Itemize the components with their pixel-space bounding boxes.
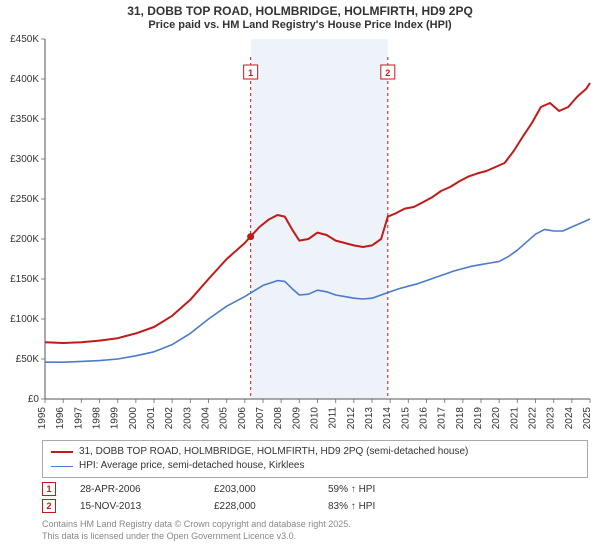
legend-swatch: [51, 451, 73, 453]
svg-text:£200K: £200K: [10, 234, 39, 245]
svg-text:2000: 2000: [128, 407, 139, 430]
legend-row: 31, DOBB TOP ROAD, HOLMBRIDGE, HOLMFIRTH…: [51, 445, 579, 459]
page-title: 31, DOBB TOP ROAD, HOLMBRIDGE, HOLMFIRTH…: [0, 4, 600, 18]
svg-text:2020: 2020: [491, 407, 502, 430]
svg-text:1: 1: [248, 68, 253, 78]
svg-text:£50K: £50K: [16, 354, 40, 365]
sale-hpi-delta: 59% ↑ HPI: [328, 484, 375, 495]
svg-text:£0: £0: [28, 394, 40, 405]
svg-text:2005: 2005: [219, 407, 230, 430]
svg-text:2016: 2016: [419, 407, 430, 430]
svg-text:2001: 2001: [146, 407, 157, 430]
legend-label: 31, DOBB TOP ROAD, HOLMBRIDGE, HOLMFIRTH…: [79, 445, 468, 459]
svg-text:2: 2: [385, 68, 390, 78]
svg-text:1996: 1996: [55, 407, 66, 430]
sale-price: £228,000: [214, 501, 304, 512]
sale-date: 28-APR-2006: [80, 484, 190, 495]
svg-text:2006: 2006: [237, 407, 248, 430]
svg-text:2007: 2007: [255, 407, 266, 430]
sale-hpi-delta: 83% ↑ HPI: [328, 501, 375, 512]
svg-text:1995: 1995: [37, 407, 48, 430]
footnote-line: Contains HM Land Registry data © Crown c…: [42, 519, 588, 531]
svg-text:1998: 1998: [92, 407, 103, 430]
svg-text:2012: 2012: [346, 407, 357, 430]
svg-text:2025: 2025: [582, 407, 593, 430]
sale-price: £203,000: [214, 484, 304, 495]
svg-text:2014: 2014: [382, 407, 393, 430]
svg-text:2023: 2023: [546, 407, 557, 430]
svg-text:£450K: £450K: [10, 34, 39, 45]
sale-marker: 2: [42, 499, 56, 513]
svg-text:2002: 2002: [164, 407, 175, 430]
sale-row: 2 15-NOV-2013 £228,000 83% ↑ HPI: [42, 499, 588, 513]
legend-row: HPI: Average price, semi-detached house,…: [51, 459, 579, 473]
svg-text:£150K: £150K: [10, 274, 39, 285]
page-subtitle: Price paid vs. HM Land Registry's House …: [0, 19, 600, 31]
legend-swatch: [51, 466, 73, 467]
svg-text:1997: 1997: [73, 407, 84, 430]
svg-text:£400K: £400K: [10, 74, 39, 85]
svg-text:2022: 2022: [528, 407, 539, 430]
sale-date: 15-NOV-2013: [80, 501, 190, 512]
svg-text:2015: 2015: [400, 407, 411, 430]
svg-text:£300K: £300K: [10, 154, 39, 165]
legend: 31, DOBB TOP ROAD, HOLMBRIDGE, HOLMFIRTH…: [42, 440, 588, 478]
svg-text:2018: 2018: [455, 407, 466, 430]
footnote-line: This data is licensed under the Open Gov…: [42, 531, 588, 543]
svg-text:£350K: £350K: [10, 114, 39, 125]
svg-text:2013: 2013: [364, 407, 375, 430]
svg-text:£100K: £100K: [10, 314, 39, 325]
svg-text:2008: 2008: [273, 407, 284, 430]
svg-text:2009: 2009: [291, 407, 302, 430]
svg-text:2017: 2017: [437, 407, 448, 430]
sales-list: 1 28-APR-2006 £203,000 59% ↑ HPI 2 15-NOV-201…: [42, 482, 588, 513]
svg-text:2010: 2010: [310, 407, 321, 430]
svg-text:2024: 2024: [564, 407, 575, 430]
svg-text:2019: 2019: [473, 407, 484, 430]
svg-text:1999: 1999: [110, 407, 121, 430]
chart: £0 £50K £100K £150K £200K £250K £300K £350K £400…: [0, 31, 600, 436]
sale-marker: 1: [42, 482, 56, 496]
svg-text:£250K: £250K: [10, 194, 39, 205]
svg-text:2011: 2011: [328, 407, 339, 429]
svg-text:2004: 2004: [201, 407, 212, 430]
legend-label: HPI: Average price, semi-detached house,…: [79, 459, 305, 473]
footnote: Contains HM Land Registry data © Crown c…: [42, 519, 588, 542]
svg-text:2003: 2003: [182, 407, 193, 430]
sale-row: 1 28-APR-2006 £203,000 59% ↑ HPI: [42, 482, 588, 496]
svg-text:2021: 2021: [509, 407, 520, 430]
